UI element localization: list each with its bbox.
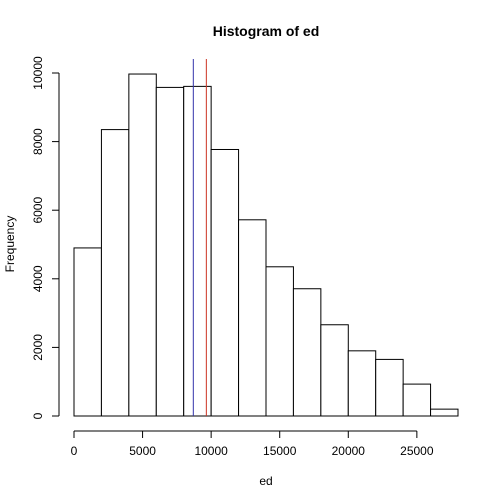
histogram-bar (210, 148, 240, 417)
histogram-bar (238, 219, 267, 417)
reference-lines-group (192, 59, 207, 416)
y-tick-label: 6000 (31, 197, 45, 224)
y-axis: 0 2000 4000 6000 8000 10000 (31, 56, 60, 419)
histogram-bar (402, 383, 432, 417)
x-tick-label: 10000 (194, 444, 228, 458)
histogram-bar (430, 408, 459, 417)
x-tick-label: 0 (71, 444, 78, 458)
histogram-bar (292, 288, 322, 417)
chart-title: Histogram of ed (213, 23, 320, 39)
x-tick-label: 20000 (332, 444, 366, 458)
x-tick-label: 5000 (129, 444, 156, 458)
histogram-bar (375, 358, 404, 417)
y-tick-label: 2000 (31, 334, 45, 361)
y-tick-label: 8000 (31, 128, 45, 155)
histogram-bar (347, 350, 377, 417)
histogram-bar (100, 129, 130, 417)
y-tick-label: 0 (31, 412, 45, 419)
bars-group (73, 73, 459, 417)
y-tick-label: 4000 (31, 265, 45, 292)
histogram-bar (155, 86, 185, 417)
histogram-bar (128, 73, 157, 417)
histogram-bar (265, 266, 294, 417)
histogram-bar (73, 247, 102, 417)
x-axis-label: ed (259, 474, 272, 488)
x-tick-label: 15000 (263, 444, 297, 458)
x-axis: 0 5000 10000 15000 20000 25000 (71, 430, 434, 458)
x-tick-label: 25000 (400, 444, 434, 458)
y-tick-label: 10000 (31, 56, 45, 90)
histogram-bar (183, 85, 212, 417)
y-axis-label: Frequency (3, 216, 17, 273)
histogram-bar (320, 324, 349, 417)
